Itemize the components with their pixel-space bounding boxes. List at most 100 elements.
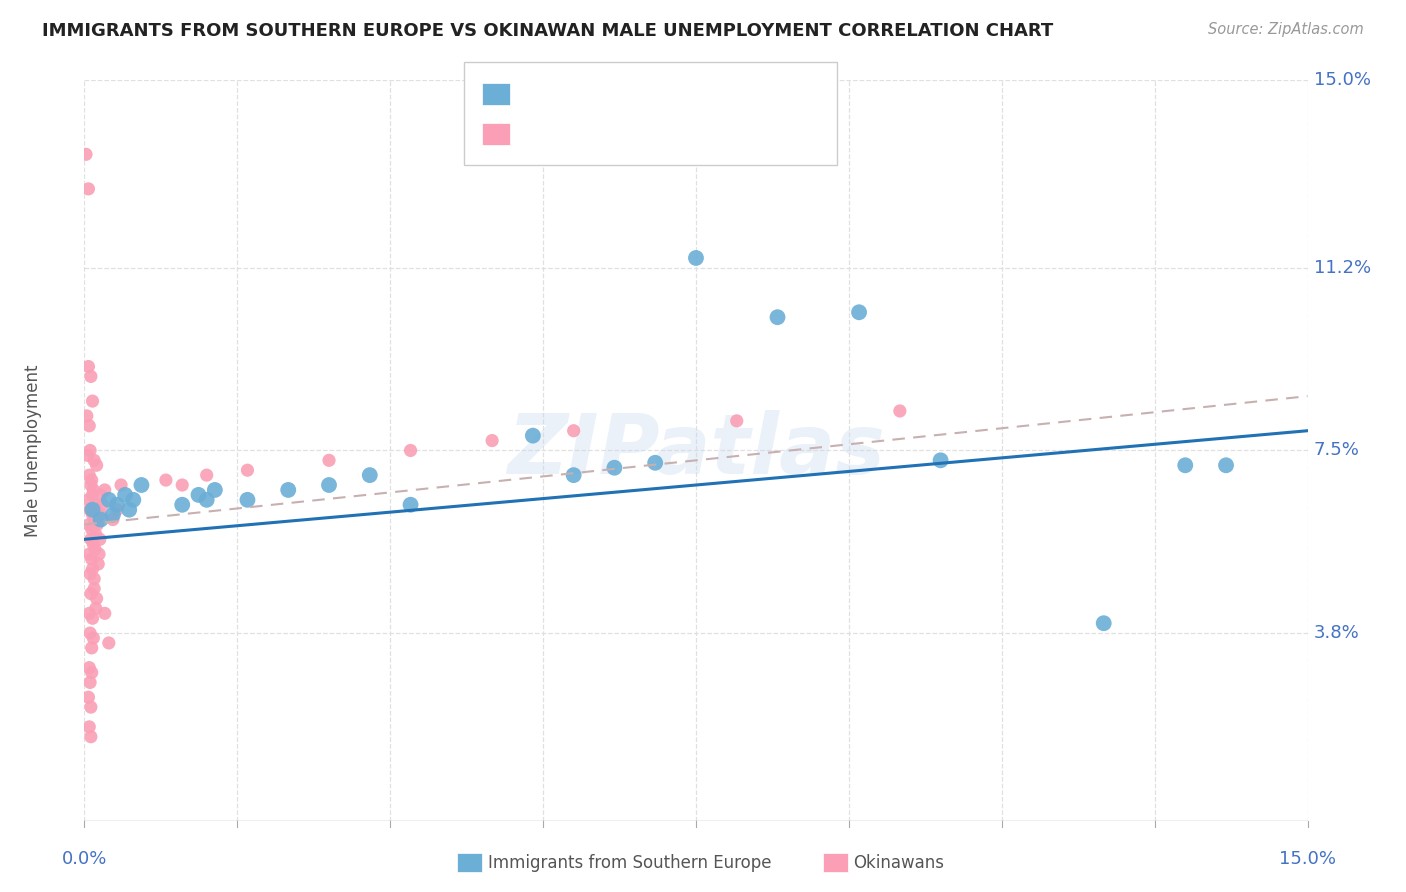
Point — [93, 483, 115, 497]
Point — [82, 611, 104, 625]
Point — [80, 473, 103, 487]
Point — [86, 502, 108, 516]
Point — [79, 443, 101, 458]
Point — [80, 552, 103, 566]
Point — [848, 305, 870, 319]
Point — [187, 488, 209, 502]
Point — [79, 626, 101, 640]
Point — [77, 547, 100, 561]
Text: ZIPatlas: ZIPatlas — [508, 410, 884, 491]
Point — [522, 428, 544, 442]
Point — [80, 523, 103, 537]
Point — [80, 665, 103, 680]
Point — [277, 483, 299, 497]
Point — [131, 478, 153, 492]
Point — [80, 730, 103, 744]
Point — [195, 468, 218, 483]
Point — [82, 394, 104, 409]
Point — [86, 458, 108, 473]
Text: 3.8%: 3.8% — [1313, 624, 1360, 642]
Text: R = 0.049: R = 0.049 — [520, 125, 610, 143]
Point — [122, 492, 145, 507]
Point — [101, 508, 124, 522]
Text: 15.0%: 15.0% — [1279, 850, 1336, 868]
Point — [76, 409, 98, 423]
Point — [236, 492, 259, 507]
Point — [80, 586, 103, 600]
Point — [83, 512, 105, 526]
Point — [89, 533, 111, 547]
Point — [77, 492, 100, 507]
Point — [766, 310, 789, 325]
Point — [77, 359, 100, 374]
Point — [84, 601, 107, 615]
Point — [90, 508, 112, 522]
Point — [929, 453, 952, 467]
Point — [79, 502, 101, 516]
Point — [685, 251, 707, 265]
Point — [80, 700, 103, 714]
Point — [83, 582, 105, 596]
Point — [204, 483, 226, 497]
Text: Okinawans: Okinawans — [853, 854, 945, 871]
Point — [79, 675, 101, 690]
Point — [172, 478, 194, 492]
Point — [93, 607, 115, 621]
Point — [77, 182, 100, 196]
Point — [1215, 458, 1237, 473]
Point — [562, 424, 585, 438]
Text: Male Unemployment: Male Unemployment — [24, 364, 42, 537]
Point — [1092, 616, 1115, 631]
Point — [644, 456, 666, 470]
Point — [82, 631, 104, 645]
Point — [105, 498, 128, 512]
Point — [399, 443, 422, 458]
Point — [82, 537, 104, 551]
Text: R = 0.370: R = 0.370 — [520, 85, 610, 103]
Point — [84, 527, 107, 541]
Point — [399, 498, 422, 512]
Point — [77, 468, 100, 483]
Point — [87, 508, 110, 522]
Point — [118, 502, 141, 516]
Point — [75, 147, 97, 161]
Point — [97, 492, 120, 507]
Point — [97, 636, 120, 650]
Point — [77, 607, 100, 621]
Point — [77, 660, 100, 674]
Point — [77, 418, 100, 433]
Point — [82, 502, 104, 516]
Point — [603, 460, 626, 475]
Text: 7.5%: 7.5% — [1313, 442, 1360, 459]
Text: Source: ZipAtlas.com: Source: ZipAtlas.com — [1208, 22, 1364, 37]
Point — [77, 720, 100, 734]
Point — [77, 690, 100, 705]
Point — [110, 478, 132, 492]
Point — [172, 498, 194, 512]
Point — [80, 533, 103, 547]
Text: 0.0%: 0.0% — [62, 850, 107, 868]
Point — [318, 478, 340, 492]
Point — [236, 463, 259, 477]
Point — [1174, 458, 1197, 473]
Point — [80, 478, 103, 492]
Text: N = 28: N = 28 — [703, 85, 766, 103]
Point — [725, 414, 748, 428]
Point — [84, 542, 107, 557]
Point — [195, 492, 218, 507]
Point — [86, 591, 108, 606]
Point — [91, 498, 114, 512]
Point — [83, 453, 105, 467]
Point — [114, 488, 136, 502]
Point — [318, 453, 340, 467]
Text: Immigrants from Southern Europe: Immigrants from Southern Europe — [488, 854, 772, 871]
Point — [76, 449, 98, 463]
Point — [82, 483, 104, 497]
Point — [101, 512, 124, 526]
Point — [155, 473, 177, 487]
Point — [80, 369, 103, 384]
Point — [87, 547, 110, 561]
Point — [82, 562, 104, 576]
Point — [82, 488, 104, 502]
Point — [82, 508, 104, 522]
